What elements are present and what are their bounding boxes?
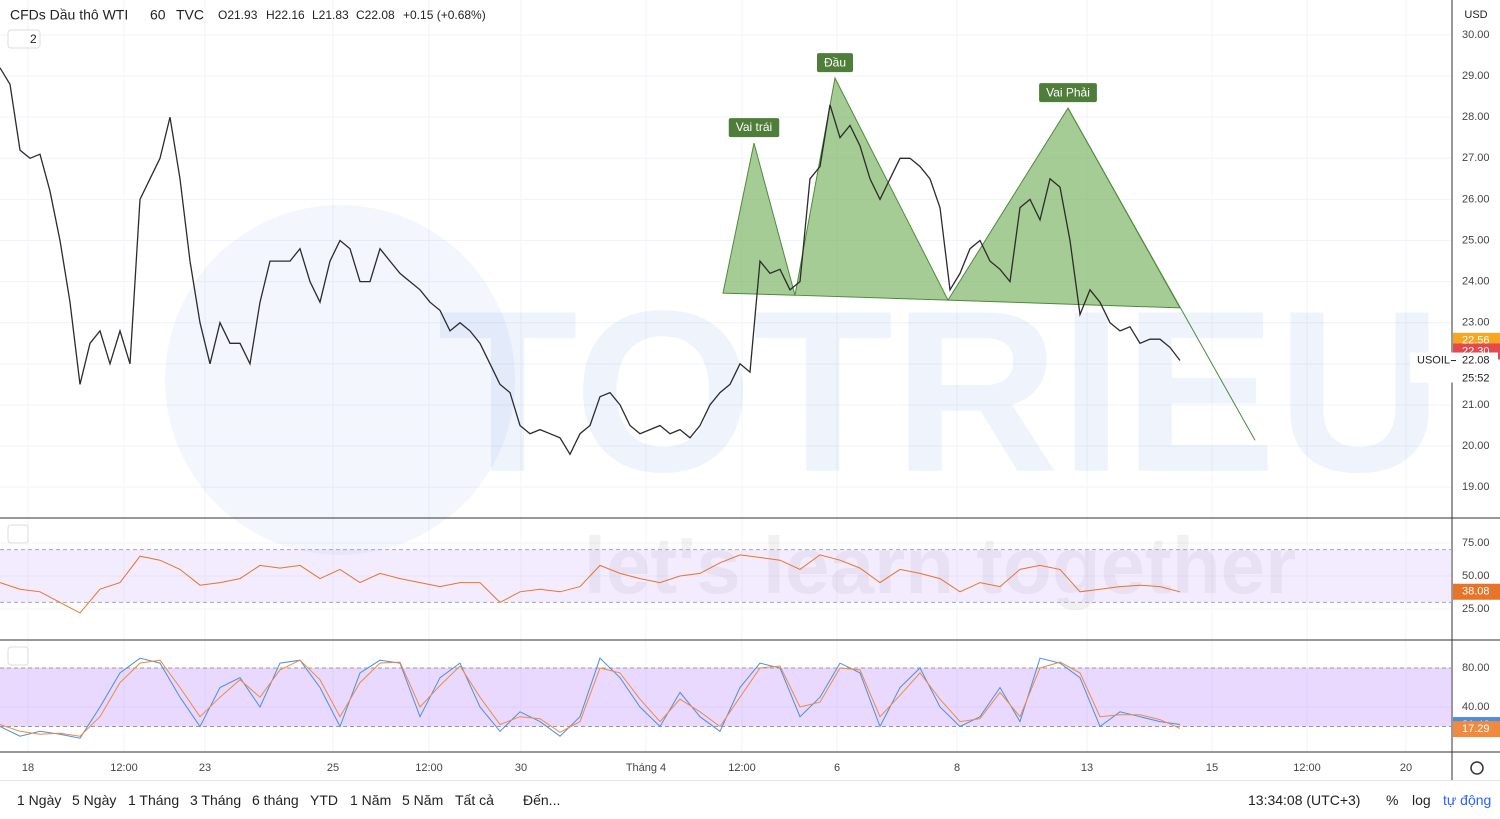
x-tick-label: 13 xyxy=(1081,762,1093,774)
price-line xyxy=(0,67,1181,456)
header: CFDs Dầu thô WTI 60 TVC O21.93 H22.16 L2… xyxy=(7,7,1488,49)
range-button[interactable]: YTD xyxy=(310,792,338,808)
y-tick-label: 75.00 xyxy=(1462,537,1490,549)
x-tick-label: 30 xyxy=(515,762,527,774)
pattern-label: Vai trái xyxy=(736,120,772,134)
y-tick-label: 26.00 xyxy=(1462,193,1490,205)
pattern-label: Đầu xyxy=(824,55,846,69)
y-tick-label: 20.00 xyxy=(1462,440,1490,452)
pattern-label-box xyxy=(816,53,854,73)
range-button[interactable]: Tất cả xyxy=(455,792,494,808)
range-button[interactable]: Đến... xyxy=(523,792,561,808)
x-tick-label: 6 xyxy=(834,762,840,774)
x-tick-label: 12:00 xyxy=(728,762,756,774)
range-button[interactable]: 1 Tháng xyxy=(128,792,180,808)
interval: 60 xyxy=(150,7,166,23)
last-symbol: USOIL xyxy=(1417,354,1450,366)
x-tick-label: 15 xyxy=(1206,762,1218,774)
rsi-band xyxy=(0,549,1452,603)
pane-toggle[interactable] xyxy=(7,646,29,666)
y-tick-label: 21.00 xyxy=(1462,399,1490,411)
range-button[interactable]: 5 Ngày xyxy=(72,792,117,808)
pattern-shape xyxy=(794,76,949,301)
range-button[interactable]: 1 Năm xyxy=(350,792,392,808)
range-button[interactable]: 5 Năm xyxy=(402,792,444,808)
settings-icon[interactable] xyxy=(1470,761,1484,775)
countdown: 25:52 xyxy=(1462,372,1490,384)
indicator-toggle[interactable] xyxy=(7,29,41,49)
grid xyxy=(0,0,1452,752)
x-tick-label: 25 xyxy=(327,762,339,774)
y-tick-label: 30.00 xyxy=(1462,29,1490,41)
x-tick-label: 12:00 xyxy=(110,762,138,774)
pattern-label-box xyxy=(1039,83,1097,103)
watermark-logo xyxy=(165,205,515,555)
pattern-label-box xyxy=(728,118,780,138)
y-tick-label: 28.00 xyxy=(1462,111,1490,123)
range-button[interactable]: 6 tháng xyxy=(252,792,299,808)
indicator-count: 2 xyxy=(30,32,37,46)
x-tick-label: 23 xyxy=(199,762,211,774)
watermark-tagline: let's learn together xyxy=(584,521,1297,610)
x-tick-label: 12:00 xyxy=(415,762,443,774)
y-tick-label: 29.00 xyxy=(1462,70,1490,82)
ohlc-close: C22.08 xyxy=(356,8,395,22)
price-tag-label: 38.08 xyxy=(1462,586,1490,598)
x-tick-label: 12:00 xyxy=(1293,762,1321,774)
x-tick-label: Tháng 4 xyxy=(626,762,666,774)
x-tick-label: 8 xyxy=(954,762,960,774)
last-price: 22.08 xyxy=(1462,354,1490,366)
x-tick-label: 18 xyxy=(22,762,34,774)
change: +0.15 (+0.68%) xyxy=(403,8,486,22)
stoch-line xyxy=(0,657,1181,739)
pattern-shape xyxy=(722,142,796,296)
scale-option[interactable]: log xyxy=(1412,792,1431,808)
ohlc-open: O21.93 xyxy=(218,8,258,22)
projection-line xyxy=(1067,107,1256,441)
pane-toggle[interactable] xyxy=(7,524,29,544)
range-button[interactable]: 1 Ngày xyxy=(17,792,62,808)
watermark-title: TOTRIEU xyxy=(437,263,1442,520)
y-tick-label: 24.00 xyxy=(1462,276,1490,288)
stoch-band xyxy=(0,667,1452,727)
source: TVC xyxy=(176,7,204,23)
ohlc-low: L21.83 xyxy=(312,8,349,22)
clock: 13:34:08 (UTC+3) xyxy=(1248,792,1361,808)
stoch-line xyxy=(0,659,1181,737)
currency: USD xyxy=(1464,9,1487,21)
y-tick-label: 19.00 xyxy=(1462,481,1490,493)
range-button[interactable]: 3 Tháng xyxy=(190,792,242,808)
price-tag xyxy=(1453,583,1500,600)
chart: TOTRIEU let's learn together CFDs Dầu th… xyxy=(0,0,1500,780)
ohlc-high: H22.16 xyxy=(266,8,305,22)
bottom-toolbar: 1 Ngày 5 Ngày 1 Tháng 3 Tháng 6 tháng YTD 1 Nă… xyxy=(0,780,1500,819)
price-tag xyxy=(1453,721,1500,738)
y-tick-label: 25.00 xyxy=(1462,234,1490,246)
x-tick-label: 20 xyxy=(1400,762,1412,774)
y-tick-label: 25.00 xyxy=(1462,603,1490,615)
scale-option[interactable]: % xyxy=(1386,792,1399,808)
price-tag-label: 17.29 xyxy=(1462,723,1490,735)
pattern-label: Vai Phải xyxy=(1046,85,1090,99)
last-price-tag xyxy=(1410,352,1498,383)
rsi-line xyxy=(0,554,1181,614)
y-tick-label: 50.00 xyxy=(1462,570,1490,582)
y-tick-label: 80.00 xyxy=(1462,662,1490,674)
scale-option[interactable]: tự động xyxy=(1443,792,1492,808)
y-tick-label: 40.00 xyxy=(1462,701,1490,713)
symbol-title: CFDs Dầu thô WTI xyxy=(10,7,128,23)
y-tick-label: 23.00 xyxy=(1462,317,1490,329)
y-tick-label: 27.00 xyxy=(1462,152,1490,164)
